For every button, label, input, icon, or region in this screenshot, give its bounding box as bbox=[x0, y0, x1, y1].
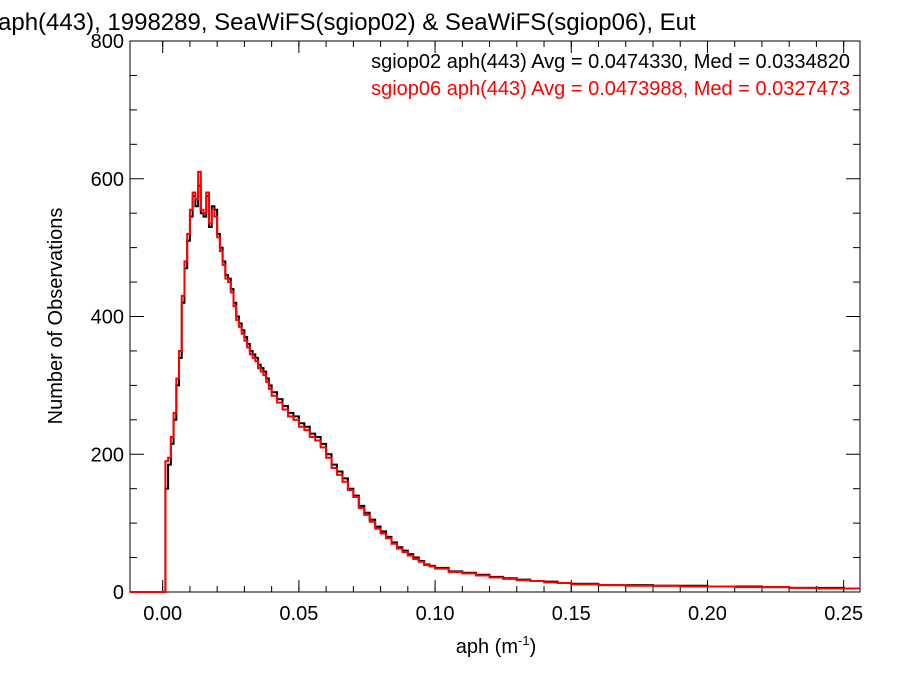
y-tick-label: 800 bbox=[91, 31, 124, 53]
series-line-1 bbox=[130, 170, 860, 593]
y-tick-label: 0 bbox=[113, 582, 124, 604]
x-tick-label: 0.15 bbox=[552, 603, 591, 625]
x-tick-label: 0.05 bbox=[279, 603, 318, 625]
x-tick-label: 0.20 bbox=[688, 603, 727, 625]
y-axis: 0 200 400 600 800 bbox=[91, 31, 860, 604]
chart-title: aph(443), 1998289, SeaWiFS(sgiop02) & Se… bbox=[0, 9, 696, 36]
y-tick-label: 600 bbox=[91, 169, 124, 191]
y-axis-label: Number of Observations bbox=[45, 208, 67, 425]
x-axis-label-base: aph (m bbox=[456, 636, 518, 658]
x-tick-label: 0.00 bbox=[143, 603, 182, 625]
series-line-0 bbox=[130, 184, 860, 593]
legend-entry-sgiop02: sgiop02 aph(443) Avg = 0.0474330, Med = … bbox=[371, 51, 850, 73]
y-tick-label: 400 bbox=[91, 307, 124, 329]
legend-entry-sgiop06: sgiop06 aph(443) Avg = 0.0473988, Med = … bbox=[371, 78, 850, 100]
x-tick-label: 0.10 bbox=[416, 603, 455, 625]
x-axis-label-superscript: -1 bbox=[518, 633, 530, 648]
x-axis-label: aph (m-1) bbox=[456, 633, 536, 658]
series-layer bbox=[130, 170, 860, 593]
y-tick-label: 200 bbox=[91, 444, 124, 466]
x-tick-label: 0.25 bbox=[824, 603, 863, 625]
x-axis: 0.00 0.05 0.10 0.15 0.20 0.25 bbox=[143, 41, 863, 625]
x-axis-label-close: ) bbox=[530, 636, 537, 658]
